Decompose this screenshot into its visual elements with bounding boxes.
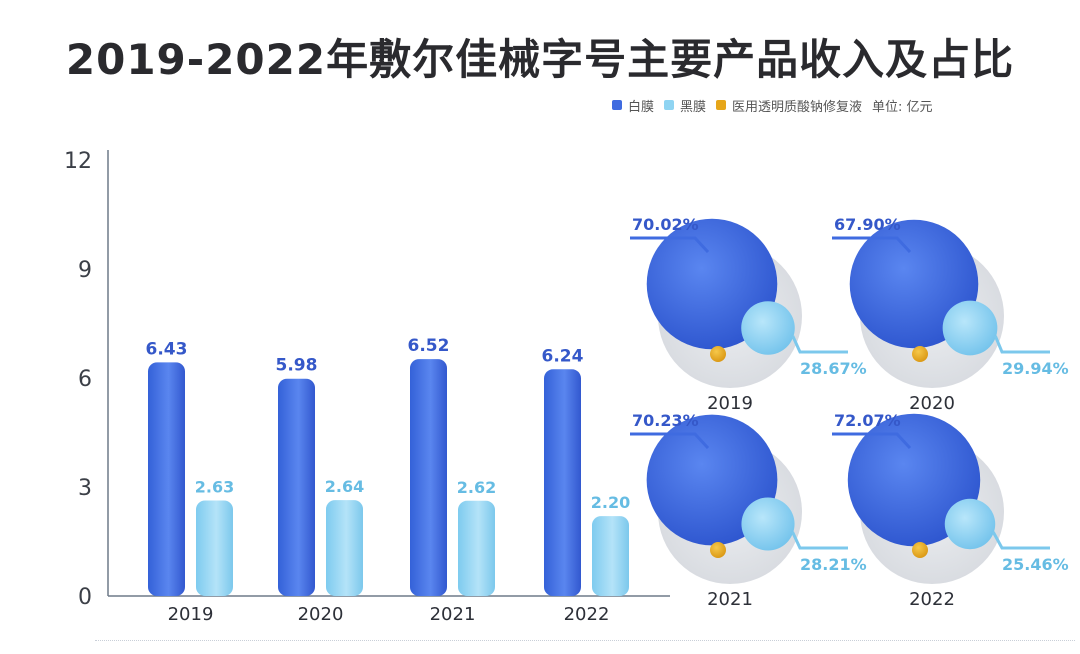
y-tick-label: 6	[78, 367, 92, 392]
bar-value-label-black: 2.64	[325, 477, 364, 496]
legend-label-black: 黑膜	[680, 99, 707, 115]
bar-white	[544, 369, 581, 596]
bubble-black	[741, 497, 795, 551]
x-tick-label: 2022	[564, 604, 610, 625]
bubble-black	[942, 300, 998, 356]
share-label-black: 28.21%	[800, 555, 867, 574]
leader-line-white	[630, 432, 710, 450]
leader-line-black	[993, 335, 1050, 354]
bar-black	[592, 516, 629, 596]
legend-item-black: 黑膜	[664, 96, 706, 115]
x-tick-label: 2021	[430, 604, 476, 625]
share-label-white: 70.23%	[632, 411, 699, 430]
bubble-liquid	[710, 542, 726, 558]
bar-value-label-black: 2.63	[195, 477, 234, 496]
legend-swatch-liquid	[716, 100, 727, 110]
x-tick-label: 2019	[168, 604, 214, 625]
bar-white	[278, 378, 315, 596]
share-panel-year: 2021	[707, 589, 753, 610]
leader-line-black	[991, 531, 1050, 550]
legend-swatch-white	[612, 100, 622, 110]
leader-line-black	[791, 335, 848, 354]
leader-line-white	[832, 432, 912, 450]
leader-line-white	[832, 236, 912, 254]
share-panel-2019: 70.02% 28.67% 2019	[630, 215, 867, 414]
bubble-liquid	[912, 346, 928, 362]
bubble-white	[847, 413, 981, 547]
bar-value-label-white: 5.98	[276, 356, 318, 376]
bubble-liquid	[912, 542, 928, 558]
bubble-liquid	[710, 346, 726, 362]
bar-black	[458, 500, 495, 596]
bar-value-label-white: 6.52	[408, 336, 450, 356]
chart-title: 2019-2022年敷尔佳械字号主要产品收入及占比	[65, 35, 1015, 84]
share-label-black: 28.67%	[800, 359, 867, 378]
bar-value-label-black: 2.62	[457, 478, 496, 497]
bar-value-label-white: 6.24	[542, 346, 584, 366]
share-panel-year: 2019	[707, 393, 753, 414]
share-panel-year: 2022	[909, 589, 955, 610]
bubble-black	[741, 301, 795, 355]
legend-swatch-black	[664, 100, 675, 110]
x-tick-label: 2020	[298, 604, 344, 625]
legend-label-liquid: 医用透明质酸钠修复液	[732, 99, 863, 115]
y-tick-label: 9	[78, 258, 92, 283]
y-tick-label: 3	[78, 476, 92, 501]
bottom-divider	[95, 640, 1075, 641]
bar-value-label-black: 2.20	[591, 493, 630, 512]
share-label-white: 67.90%	[834, 215, 901, 234]
share-panel-2022: 72.07% 25.46% 2022	[832, 411, 1069, 610]
unit-label: 单位: 亿元	[872, 99, 933, 115]
legend-item-white: 白膜	[612, 96, 654, 115]
share-panel-2020: 67.90% 29.94% 2020	[832, 215, 1069, 414]
leader-line-black	[791, 531, 848, 550]
y-tick-label: 0	[78, 585, 92, 610]
bar-value-label-white: 6.43	[146, 339, 188, 359]
bar-white	[410, 359, 447, 596]
share-label-white: 70.02%	[632, 215, 699, 234]
bubble-black	[944, 498, 996, 550]
share-panel-2021: 70.23% 28.21% 2021	[630, 411, 867, 610]
share-label-black: 29.94%	[1002, 359, 1069, 378]
share-label-black: 25.46%	[1002, 555, 1069, 574]
share-panel-year: 2020	[909, 393, 955, 414]
share-label-white: 72.07%	[834, 411, 901, 430]
bar-black	[196, 500, 233, 596]
legend: 白膜 黑膜 医用透明质酸钠修复液 单位: 亿元	[612, 96, 933, 115]
bar-black	[326, 500, 363, 596]
leader-line-white	[630, 236, 710, 254]
legend-item-liquid: 医用透明质酸钠修复液	[716, 96, 862, 115]
y-tick-label: 12	[64, 149, 92, 174]
bar-white	[148, 362, 185, 596]
legend-label-white: 白膜	[628, 99, 655, 115]
